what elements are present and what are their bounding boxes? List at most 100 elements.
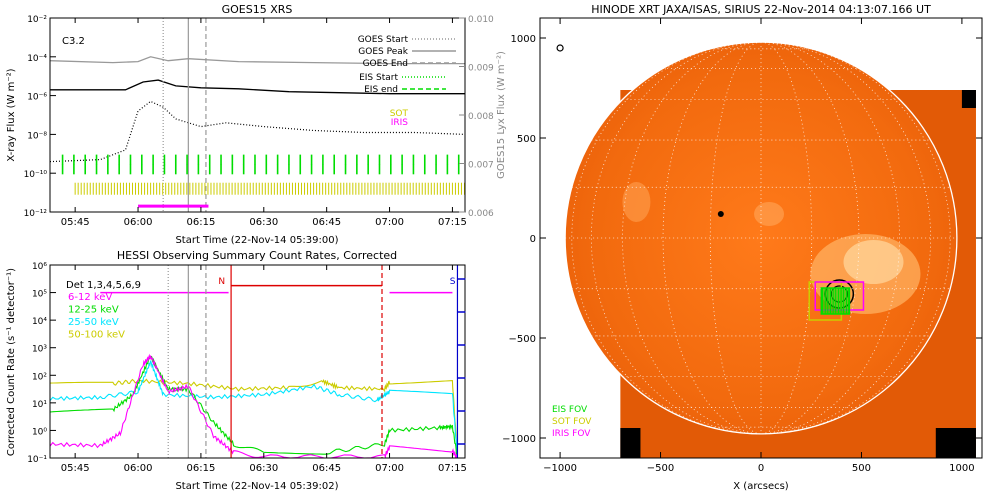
hessi-legend-50-100-keV: 50-100 keV bbox=[68, 330, 125, 341]
xrt-bright-core bbox=[843, 240, 904, 284]
goes-x-tick-label: 06:00 bbox=[124, 217, 153, 228]
xrt-y-tick-label: 1000 bbox=[511, 34, 536, 45]
xrt-bright-patch bbox=[754, 202, 785, 226]
xrt-limb-patch bbox=[622, 182, 651, 222]
hessi-plot-frame bbox=[49, 264, 466, 459]
xrt-y-tick-label: −500 bbox=[509, 334, 536, 345]
xrt-fov-boxes bbox=[808, 281, 865, 321]
hessi-y-tick-label: 10⁵ bbox=[32, 290, 47, 300]
xrt-longitude-line bbox=[760, 41, 951, 435]
flare-class-label: C3.2 bbox=[62, 36, 85, 47]
goes-series-line-0 bbox=[50, 56, 465, 65]
xrt-dark-corner-br bbox=[935, 428, 976, 458]
goes-legend-label: GOES End bbox=[363, 59, 408, 69]
hessi-marker-N: N bbox=[218, 277, 225, 287]
goes-y-tick-label: 10⁻⁶ bbox=[27, 93, 47, 103]
goes-series-group bbox=[50, 56, 465, 163]
goes-x-tick-label: 05:45 bbox=[61, 217, 90, 228]
xrt-x-tick-label: −500 bbox=[647, 463, 674, 474]
hessi-legend-12-25-keV: 12-25 keV bbox=[68, 305, 119, 316]
goes-x-tick-label: 07:15 bbox=[438, 217, 467, 228]
xrt-legend-EIS-FOV: EIS FOV bbox=[552, 405, 588, 415]
hessi-state-bars bbox=[100, 284, 453, 294]
goes-title: GOES15 XRS bbox=[222, 3, 293, 16]
xrt-y-axis: −1000 −500 0 500 1000 bbox=[502, 34, 982, 445]
hessi-x-tick-label: 05:45 bbox=[61, 463, 90, 474]
goes-legend: GOES Start GOES Peak GOES End EIS Start EIS … bbox=[358, 35, 456, 128]
hessi-x-label: Start Time (22-Nov-14 05:39:02) bbox=[175, 481, 338, 492]
goes-x-tick-label: 06:30 bbox=[249, 217, 278, 228]
goes-series-line-1 bbox=[50, 79, 465, 95]
xrt-x-tick-label: −1000 bbox=[543, 463, 577, 474]
goes-legend-label: EIS end bbox=[364, 85, 398, 95]
hessi-series-25-50-keV bbox=[50, 360, 459, 458]
xrt-corner-marker bbox=[556, 44, 564, 52]
hessi-x-tick-label: 06:45 bbox=[312, 463, 341, 474]
hessi-series-50-100-keV bbox=[50, 378, 459, 458]
hessi-x-tick-label: 06:15 bbox=[186, 463, 215, 474]
hessi-y-tick-label: 10¹ bbox=[32, 400, 47, 410]
hessi-y-tick-label: 10² bbox=[32, 372, 47, 382]
hessi-detectors-label: Det 1,3,4,5,6,9 bbox=[66, 280, 141, 291]
xrt-longitude-line bbox=[760, 41, 860, 435]
goes-y-tick-right-label: 0.010 bbox=[468, 15, 494, 25]
goes-legend-label: GOES Start bbox=[358, 35, 409, 45]
goes-y-label-right: GOES15 Lyx Flux (W m⁻²) bbox=[496, 51, 507, 179]
xrt-x-tick-label: 0 bbox=[758, 463, 764, 474]
xrt-flare-contour-inner bbox=[830, 285, 848, 303]
goes-instrument-rows bbox=[61, 154, 465, 208]
goes-y-tick-label: 10⁻¹² bbox=[24, 209, 48, 219]
hessi-legend-6-12-keV: 6-12 keV bbox=[68, 292, 112, 303]
hessi-x-tick-label: 07:00 bbox=[375, 463, 404, 474]
hessi-title: HESSI Observing Summary Count Rates, Cor… bbox=[117, 249, 397, 262]
goes-x-tick-label: 06:15 bbox=[186, 217, 215, 228]
hessi-series-6-12-keV bbox=[50, 353, 458, 458]
hessi-y-label: Corrected Count Rate (s⁻¹ detector⁻¹) bbox=[6, 268, 17, 456]
xrt-x-tick-label: 1000 bbox=[949, 463, 974, 474]
xrt-x-label: X (arcsecs) bbox=[733, 481, 789, 492]
xrt-longitude-line bbox=[622, 41, 762, 435]
xrt-heliographic-grid bbox=[564, 41, 958, 435]
goes-legend-sot: SOT bbox=[390, 109, 409, 119]
xrt-panel: HINODE XRT JAXA/ISAS, SIRIUS 22-Nov-2014… bbox=[502, 3, 983, 492]
goes-legend-iris: IRIS bbox=[391, 118, 409, 128]
goes-x-tick-label: 06:45 bbox=[312, 217, 341, 228]
xrt-limb-circle bbox=[564, 41, 958, 435]
hessi-event-lines bbox=[167, 265, 459, 458]
xrt-solar-image bbox=[556, 42, 976, 458]
hessi-marker-S: S bbox=[450, 277, 456, 287]
hessi-x-tick-label: 06:30 bbox=[249, 463, 278, 474]
xrt-longitude-line bbox=[571, 41, 762, 435]
xrt-legend-IRIS-FOV: IRIS FOV bbox=[552, 429, 591, 439]
goes-series-line-2 bbox=[50, 100, 465, 163]
goes-y-tick-label: 10⁻² bbox=[27, 15, 47, 25]
xrt-solar-disk bbox=[565, 42, 957, 434]
goes-y-tick-right-label: 0.008 bbox=[468, 112, 494, 122]
hessi-panel: HESSI Observing Summary Count Rates, Cor… bbox=[6, 249, 467, 492]
hessi-series-12-25-keV bbox=[50, 356, 459, 458]
xrt-legend-SOT-FOV: SOT FOV bbox=[552, 417, 592, 427]
hessi-x-tick-label: 07:15 bbox=[438, 463, 467, 474]
goes-y-tick-label: 10⁻⁴ bbox=[27, 54, 47, 64]
hessi-legend-25-50-keV: 25-50 keV bbox=[68, 317, 119, 328]
hessi-y-tick-label: 10³ bbox=[32, 345, 47, 355]
xrt-longitude-line bbox=[760, 41, 900, 435]
goes-y-axis: 10⁻¹² 10⁻¹⁰ 10⁻⁸ 10⁻⁶ 10⁻⁴ 10⁻² bbox=[24, 15, 56, 219]
goes-x-label: Start Time (22-Nov-14 05:39:00) bbox=[175, 235, 338, 246]
goes-panel: GOES15 XRS 05:45 06:00 06:15 06:30 06:45 07:0… bbox=[6, 3, 507, 246]
hessi-y-axis: 10⁻¹ 10⁰ 10¹ 10² 10³ 10⁴ 10⁵ 10⁶ bbox=[27, 262, 56, 465]
hessi-x-axis: 05:45 06:00 06:15 06:30 06:45 07:00 07:15 bbox=[61, 265, 467, 474]
hessi-y-tick-label: 10⁻¹ bbox=[27, 455, 47, 465]
goes-y-label: X-ray Flux (W m⁻²) bbox=[6, 68, 17, 161]
hessi-y-tick-label: 10⁶ bbox=[32, 262, 47, 272]
goes-legend-label: EIS Start bbox=[359, 73, 398, 83]
xrt-dark-corner-bl bbox=[620, 428, 641, 458]
hessi-series-group bbox=[50, 353, 459, 458]
xrt-x-tick-label: 500 bbox=[852, 463, 871, 474]
goes-y-tick-right-label: 0.006 bbox=[468, 209, 494, 219]
xrt-y-tick-label: −1000 bbox=[502, 434, 536, 445]
goes-event-lines bbox=[162, 18, 207, 212]
